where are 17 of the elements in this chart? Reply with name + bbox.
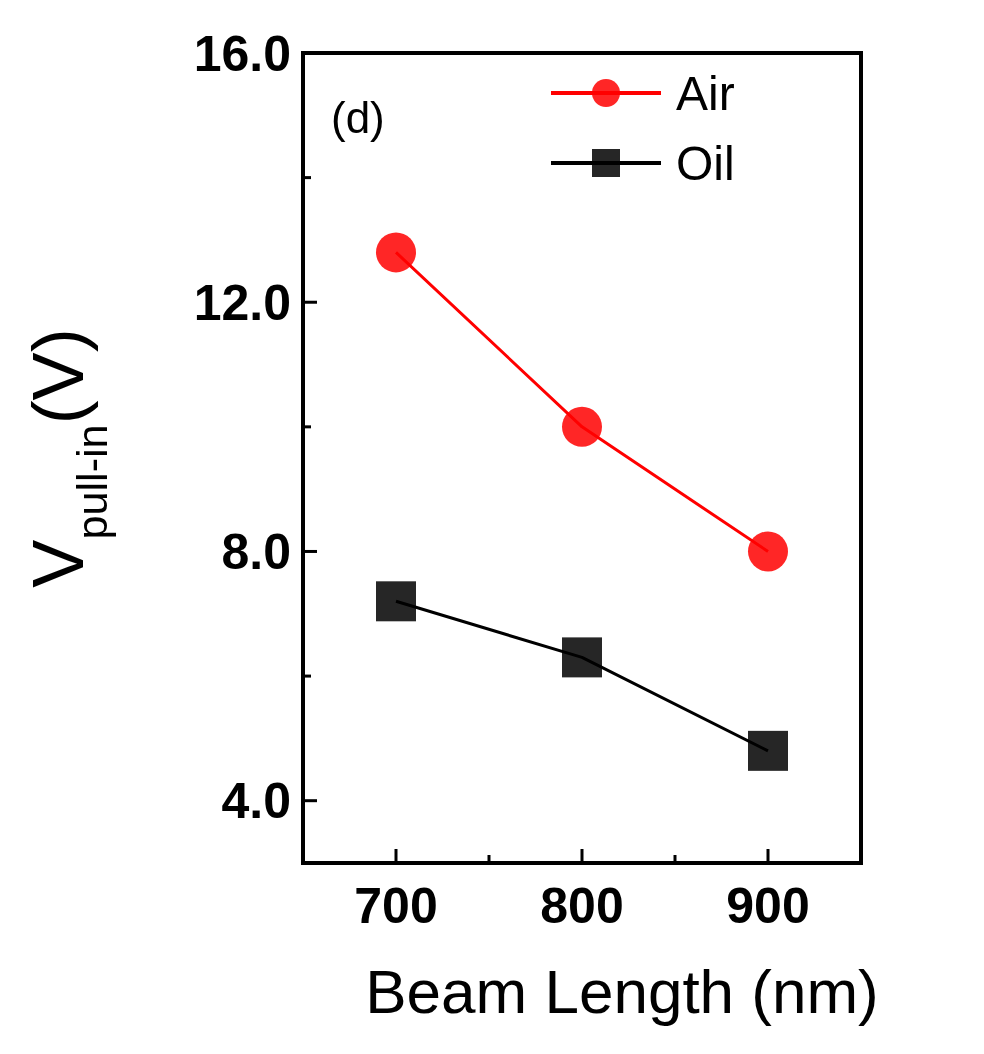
legend-label: Air <box>676 66 735 120</box>
annotation: (d) <box>331 93 385 142</box>
y-tick-label: 16.0 <box>193 25 291 82</box>
point <box>562 406 602 447</box>
y-tick-label: 4.0 <box>221 773 291 830</box>
point <box>376 232 416 273</box>
x-tick-label: 700 <box>354 878 438 934</box>
point <box>562 637 602 678</box>
x-tick-label: 900 <box>726 878 810 934</box>
legend-label: Oil <box>676 136 735 190</box>
point <box>748 531 788 572</box>
y-tick-label: 8.0 <box>221 523 291 580</box>
x-axis-title: Beam Length (nm) <box>365 957 879 1026</box>
y-tick-label: 12.0 <box>193 274 291 331</box>
x-tick-label: 800 <box>540 878 624 934</box>
point <box>376 581 416 622</box>
point <box>748 730 788 771</box>
